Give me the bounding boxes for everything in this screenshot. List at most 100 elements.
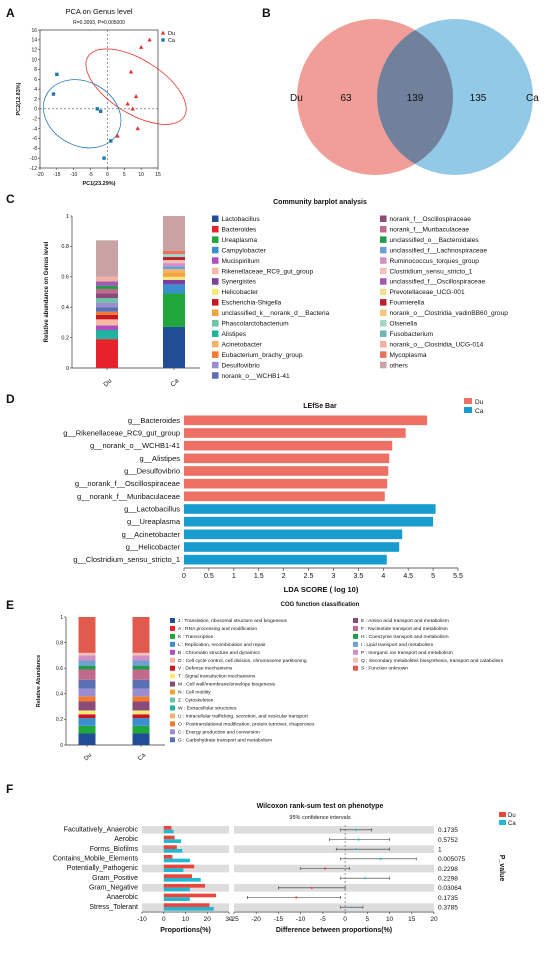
lefse-xtick-label: 0.5: [204, 573, 214, 580]
cog-legend-swatch: [170, 713, 175, 719]
lefse-xlabel: LDA SCORE ( log 10): [284, 585, 359, 594]
community-legend-label: unclassified_f__Lachnospiraceae: [390, 247, 488, 254]
cog-legend-swatch: [353, 618, 358, 623]
community-bar-segment: [96, 330, 118, 340]
community-legend-swatch: [380, 309, 387, 317]
cog-bar-segment: [132, 718, 150, 726]
cog-legend-swatch: [170, 729, 175, 735]
cog-bar-segment: [132, 733, 150, 745]
cog-bar-segment: [78, 714, 96, 719]
lefse-xtick-label: 0: [182, 573, 186, 580]
wilcoxon-diff-point: [295, 896, 298, 899]
pca-ytick-label: 2: [34, 97, 37, 103]
community-legend-swatch: [212, 288, 219, 296]
wilcoxon-p-value: 0.1735: [438, 895, 458, 902]
community-legend-swatch: [212, 215, 219, 222]
lefse-legend-swatch: [464, 407, 472, 413]
cog-legend-label: N : Cell motility: [178, 690, 211, 696]
community-legend-label: Campylobacter: [222, 247, 267, 254]
venn-only-ca: 135: [470, 93, 487, 104]
cog-legend-swatch: [170, 657, 175, 663]
community-ytick-label: 0: [66, 366, 69, 372]
cog-legend-label: H : Coenzyme transport and metabolism: [361, 634, 449, 640]
wilcoxon-right-xtick-label: 20: [430, 916, 438, 923]
community-legend-label: Synergistes: [222, 279, 257, 286]
pca-point-ca: [95, 107, 100, 111]
wilcoxon-diff-point: [357, 838, 360, 841]
cog-ylabel: Relative Abundance: [36, 655, 42, 707]
cog-bar-segment: [78, 696, 96, 702]
pca-point-du: [147, 37, 152, 42]
lefse-bar: [184, 491, 385, 502]
community-legend-label: Escherichia-Shigella: [222, 300, 282, 307]
community-legend-swatch: [212, 236, 219, 243]
pca-ytick-label: -12: [30, 166, 37, 172]
lefse-bar-label: g__Helicobacter: [126, 543, 181, 552]
community-legend-label: unclassified_o__Bacteroidales: [390, 237, 480, 244]
cog-ytick-label: 0.8: [56, 640, 63, 646]
lefse-xtick-label: 3: [332, 573, 336, 580]
cog-bar-segment: [132, 696, 150, 702]
wilcoxon-bar-du: [163, 883, 206, 888]
wilcoxon-row-band: [234, 903, 434, 911]
community-legend-swatch: [212, 330, 219, 337]
community-legend-swatch: [212, 320, 219, 327]
community-ytick-label: 1: [66, 214, 69, 220]
wilcoxon-legend-swatch: [499, 820, 506, 825]
wilcoxon-row-label: Facultatively_Anaerobic: [64, 827, 139, 834]
pca-ytick-label: 16: [31, 28, 37, 34]
pca-ytick-label: 8: [34, 67, 37, 73]
cog-legend-label: V : Defense mechanisms: [178, 666, 233, 672]
cog-legend-label: Q : Secondary metabolites biosynthesis, …: [361, 658, 503, 664]
cog-bar-segment: [132, 725, 150, 734]
wilcoxon-diff-point: [350, 906, 353, 909]
pca-legend-marker: [161, 38, 165, 42]
pca-legend-label: Du: [168, 31, 175, 37]
lefse-bar-label: g__Acinetobacter: [122, 530, 181, 539]
wilcoxon-right-xtick-label: 15: [408, 916, 416, 923]
cog-legend-label: K : Transcription: [178, 634, 214, 640]
wilcoxon-pvalue-title: P_value: [498, 855, 505, 882]
lefse-bar-label: g__norank_f__Muribaculaceae: [77, 492, 180, 501]
cog-bar-segment: [132, 669, 150, 680]
pca-legend-label: Ca: [168, 38, 176, 44]
cog-bar-segment: [78, 718, 96, 726]
wilcoxon-legend-swatch: [499, 812, 506, 817]
community-legend-swatch: [380, 267, 387, 275]
cog-bar-segment: [132, 665, 150, 670]
community-legend-swatch: [380, 236, 387, 243]
community-ytick-label: 0.2: [61, 335, 69, 341]
cog-legend-swatch: [170, 641, 175, 647]
community-legend-swatch: [380, 215, 387, 222]
lefse-legend-swatch: [464, 398, 472, 404]
cog-legend-label: J : Translation, ribosomal structure and…: [178, 618, 288, 624]
panel-letter-b: B: [262, 6, 271, 20]
community-legend-swatch: [380, 320, 387, 327]
lefse-xtick-label: 2: [282, 573, 286, 580]
community-legend-label: Mucispirillum: [222, 258, 261, 265]
community-legend-label: Fournierella: [390, 300, 425, 307]
cog-legend-label: B : Chromatin structure and dynamics: [178, 650, 260, 656]
community-legend-swatch: [380, 246, 387, 254]
community-category-label: Du: [103, 377, 114, 388]
panel-letter-a: A: [6, 6, 15, 20]
lefse-bar-label: g__Rikenellaceae_RC9_gut_group: [63, 429, 180, 438]
community-bar-segment: [163, 326, 185, 368]
wilcoxon-right-xtick-label: 0: [343, 916, 347, 923]
pca-ytick-label: 14: [31, 38, 37, 44]
wilcoxon-bar-du: [163, 854, 173, 859]
community-legend-swatch: [380, 225, 387, 233]
community-legend-label: Lactobacillus: [222, 216, 261, 223]
pca-point-du: [115, 133, 120, 138]
wilcoxon-p-value: 0.03064: [438, 885, 462, 892]
pca-ytick-label: -8: [33, 146, 38, 152]
venn-set-label-du: Du: [290, 93, 303, 104]
lefse-legend-label: Du: [475, 399, 484, 406]
community-bar-segment: [96, 288, 118, 294]
cog-legend-swatch: [353, 625, 358, 631]
cog-legend-label: P : Inorganic ion transport and metaboli…: [361, 650, 453, 656]
wilcoxon-bar-du: [163, 874, 193, 878]
wilcoxon-bar-du: [163, 903, 210, 907]
wilcoxon-row-band: [234, 826, 434, 834]
community-bar-segment: [163, 272, 185, 277]
